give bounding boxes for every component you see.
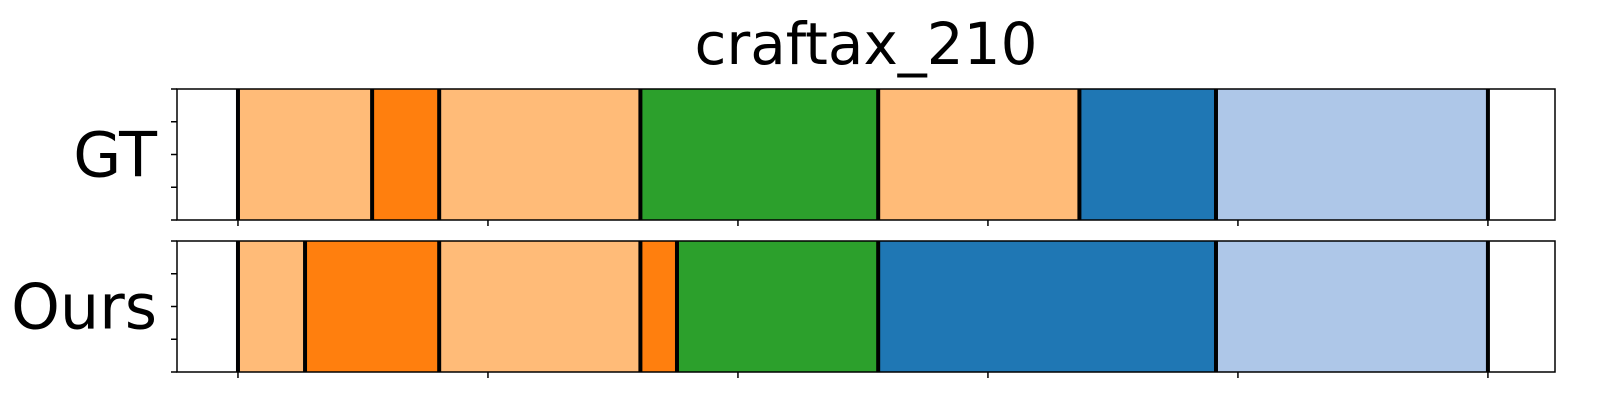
row-label-ours: Ours	[11, 271, 157, 344]
segment-ours-0	[238, 241, 305, 372]
segment-ours-2	[439, 241, 640, 372]
row-label-gt: GT	[73, 119, 158, 192]
row-gt: GT	[73, 89, 1555, 226]
segment-gt-4	[878, 89, 1079, 220]
chart-title: craftax_210	[695, 10, 1038, 78]
segment-ours-6	[1216, 241, 1488, 372]
segment-gt-3	[640, 89, 878, 220]
rows-layer: GT Ours	[11, 89, 1555, 378]
segment-ours-5	[878, 241, 1216, 372]
segment-gt-5	[1079, 89, 1216, 220]
segment-ours-1	[305, 241, 439, 372]
segment-ours-3	[640, 241, 677, 372]
segment-ours-4	[677, 241, 878, 372]
row-ours: Ours	[11, 241, 1555, 378]
segment-gt-1	[372, 89, 439, 220]
segment-gt-2	[439, 89, 640, 220]
segment-gt-0	[238, 89, 372, 220]
segment-gt-6	[1216, 89, 1488, 220]
